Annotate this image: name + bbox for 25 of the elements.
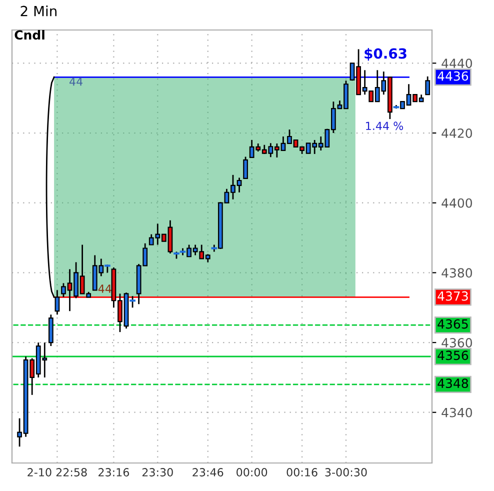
- x-tick-label: 00:16: [286, 468, 318, 476]
- x-tick-label: 00:00: [236, 468, 268, 476]
- ref-line-label: 4373: [438, 291, 468, 301]
- ref-line-label: 4436: [438, 71, 468, 81]
- annotation: 1.44 %: [366, 122, 404, 130]
- y-tick-label: 4340: [442, 408, 472, 418]
- ref-line-label: 4356: [438, 350, 468, 360]
- x-tick-label: 3-00:30: [325, 468, 367, 476]
- y-tick-label: 4400: [442, 198, 472, 208]
- ref-line-label: 4365: [438, 319, 468, 329]
- x-tick-label: 2-10 22:58: [28, 468, 87, 476]
- y-tick-label: 4360: [442, 338, 472, 348]
- annotation: $0.63: [364, 48, 406, 61]
- x-tick-label: 23:46: [192, 468, 224, 476]
- annotation: Cndl: [14, 30, 44, 40]
- y-tick-label: 4380: [442, 268, 472, 278]
- chart-title: 2 Min: [20, 6, 56, 16]
- candlestick: [243, 156, 248, 180]
- candlestick: [425, 76, 430, 96]
- annotation: 44: [70, 77, 82, 86]
- x-tick-label: 23:30: [142, 468, 173, 476]
- y-tick-label: 4420: [442, 128, 472, 138]
- y-tick-label: 4440: [442, 58, 472, 68]
- x-tick-label: 23:16: [98, 468, 130, 476]
- ref-line-label: 4348: [438, 378, 468, 388]
